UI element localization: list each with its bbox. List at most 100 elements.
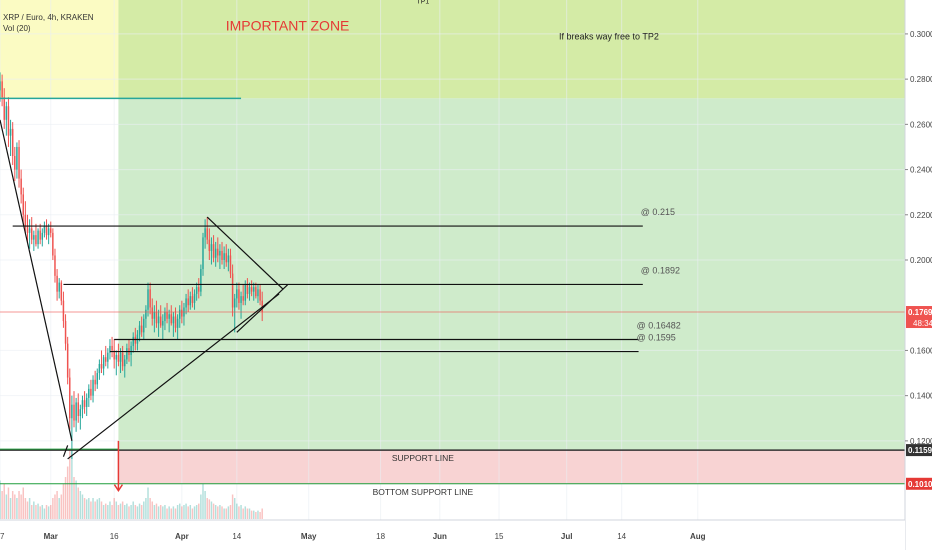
volume-bar: [183, 505, 185, 519]
candle-body: [83, 400, 86, 407]
volume-bar: [210, 501, 213, 519]
x-tick-label: Apr: [175, 532, 189, 541]
candle-body: [255, 287, 257, 297]
volume-bar: [257, 510, 259, 519]
candle-body: [138, 325, 141, 335]
candle-body: [162, 321, 164, 326]
candle-body: [204, 228, 206, 238]
volume-bar: [233, 498, 236, 519]
annotation-tp1-label: TP1: [416, 0, 429, 5]
candle-body: [195, 287, 198, 294]
volume-bar: [250, 510, 253, 519]
volume-bar: [189, 505, 192, 519]
volume-bar: [35, 505, 37, 519]
volume-bar: [174, 508, 177, 519]
volume-bar: [227, 506, 230, 519]
volume-bar: [79, 491, 82, 519]
candle-body: [223, 253, 225, 260]
volume-bar: [39, 506, 41, 519]
candle-body: [217, 248, 219, 256]
candle-body: [100, 364, 103, 369]
y-axis[interactable]: 0.30000 0.28000 0.26000 0.24000 0.22000 0.200…: [904, 0, 932, 550]
candle-body: [231, 273, 234, 308]
candle-body: [60, 282, 63, 301]
candle-body: [39, 230, 41, 240]
annotation-breakout-note: If breaks way free to TP2: [559, 32, 659, 42]
candle-body: [191, 296, 194, 303]
candle-body: [172, 316, 175, 324]
candle-body: [168, 314, 170, 319]
candle-body: [96, 373, 99, 385]
candle-body: [178, 309, 181, 319]
candle-body: [166, 312, 168, 319]
candle-body: [102, 357, 105, 369]
volume-bar: [136, 506, 139, 519]
volume-bar: [58, 498, 60, 519]
x-tick-label: 17: [0, 532, 5, 541]
candle-body: [28, 228, 31, 233]
volume-bar: [113, 498, 115, 519]
x-tick-label: Jul: [561, 532, 573, 541]
trendline-wedge-bottom: [236, 284, 288, 333]
candle-body: [198, 287, 200, 292]
candle-body: [187, 298, 189, 306]
x-axis[interactable]: 17 Mar 16 Apr 14 May 18 Jun 15 Jul 14 Aug: [0, 519, 905, 550]
volume-layer: [0, 449, 263, 519]
volume-bar: [132, 501, 134, 519]
volume-bar: [22, 487, 24, 519]
x-tick-label: 16: [110, 532, 119, 541]
y-tick-label: 0.30000: [910, 30, 932, 39]
volume-bar: [208, 499, 211, 519]
candle-body: [16, 146, 18, 170]
candle-body: [149, 289, 151, 308]
candle-body: [189, 296, 192, 306]
candle-body: [153, 312, 156, 319]
volume-bar: [231, 494, 234, 519]
candle-body: [257, 289, 259, 297]
volume-bar: [66, 466, 69, 519]
volume-bar: [83, 498, 86, 519]
price-badge: [906, 444, 932, 457]
volume-bar: [20, 494, 22, 519]
volume-bar: [238, 506, 240, 519]
volume-bar: [134, 505, 137, 519]
candle-body: [151, 307, 153, 319]
y-tick-label: 0.20000: [910, 256, 932, 265]
volume-bar: [26, 501, 29, 519]
volume-bar: [94, 501, 96, 519]
candle-body: [181, 309, 183, 317]
candle-body: [134, 336, 137, 344]
chart-legend: XRP / Euro, 4h, KRAKEN Vol (20): [3, 12, 94, 34]
candle-body: [69, 377, 71, 419]
volume-bar: [140, 505, 143, 519]
volume-bar: [121, 501, 124, 519]
volume-bar: [98, 498, 101, 519]
y-tick-label: 0.12000: [910, 437, 932, 446]
volume-bar: [225, 508, 227, 519]
x-tick-label: 14: [617, 532, 626, 541]
candle-body: [259, 289, 261, 301]
x-tick-label: 14: [232, 532, 241, 541]
volume-bar: [24, 498, 27, 519]
level-label: @ 0.16482: [637, 321, 681, 331]
volume-bar: [149, 498, 151, 519]
volume-bar: [162, 506, 164, 519]
volume-bar: [214, 505, 217, 519]
candle-body: [107, 352, 109, 362]
volume-bar: [41, 505, 44, 519]
candle-body: [227, 255, 230, 263]
volume-bar: [119, 503, 122, 519]
candle-body: [1, 81, 3, 98]
candle-body: [14, 156, 16, 170]
x-tick-label: 18: [376, 532, 385, 541]
volume-bar: [16, 498, 18, 519]
symbol-label[interactable]: XRP / Euro, 4h, KRAKEN: [3, 13, 94, 22]
candle-body: [219, 250, 221, 256]
candle-body: [71, 404, 73, 419]
volume-bar: [5, 494, 8, 519]
candle-body: [5, 106, 8, 120]
candle-body: [94, 379, 96, 385]
volume-indicator-label[interactable]: Vol (20): [3, 24, 31, 33]
volume-bar: [64, 477, 67, 519]
